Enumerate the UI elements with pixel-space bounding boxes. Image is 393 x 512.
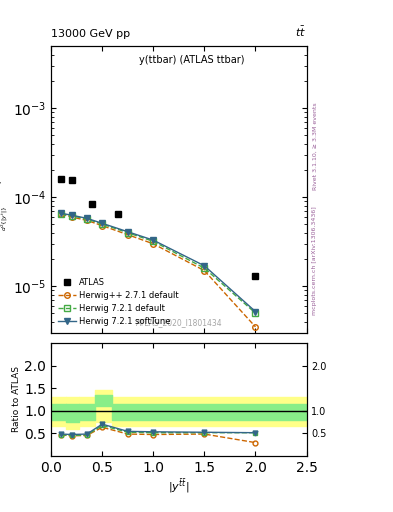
Herwig 7.2.1 default	[253, 310, 258, 316]
Herwig 7.2.1 softTune	[151, 237, 156, 243]
X-axis label: $|y^{\bar{t}\bar{t}}|$: $|y^{\bar{t}\bar{t}}|$	[168, 477, 189, 495]
ATLAS	[69, 177, 74, 183]
Text: $t\bar{t}$: $t\bar{t}$	[296, 25, 307, 39]
Herwig 7.2.1 default	[84, 216, 89, 222]
ATLAS	[115, 211, 120, 217]
Herwig++ 2.7.1 default	[253, 324, 258, 330]
Y-axis label: $\frac{d^2\sigma^{fid}}{d^2\{|y^{\bar{t}}|\}}\cdot m^{\bar{t}}$ [pb/GeV]: $\frac{d^2\sigma^{fid}}{d^2\{|y^{\bar{t}…	[0, 148, 11, 231]
Herwig 7.2.1 softTune	[253, 308, 258, 314]
Line: Herwig 7.2.1 softTune: Herwig 7.2.1 softTune	[59, 210, 258, 314]
ATLAS	[253, 273, 258, 279]
Herwig++ 2.7.1 default	[59, 211, 64, 217]
Herwig++ 2.7.1 default	[151, 241, 156, 247]
Herwig++ 2.7.1 default	[202, 268, 207, 274]
Herwig++ 2.7.1 default	[69, 214, 74, 220]
Herwig 7.2.1 softTune	[59, 210, 64, 217]
Herwig 7.2.1 softTune	[202, 263, 207, 269]
Herwig++ 2.7.1 default	[84, 217, 89, 223]
Herwig 7.2.1 softTune	[84, 215, 89, 221]
Herwig 7.2.1 softTune	[100, 220, 105, 226]
Line: Herwig 7.2.1 default: Herwig 7.2.1 default	[59, 211, 258, 316]
Legend: ATLAS, Herwig++ 2.7.1 default, Herwig 7.2.1 default, Herwig 7.2.1 softTune: ATLAS, Herwig++ 2.7.1 default, Herwig 7.…	[55, 275, 182, 329]
Herwig 7.2.1 softTune	[69, 212, 74, 218]
Herwig 7.2.1 default	[125, 229, 130, 236]
Text: Rivet 3.1.10, ≥ 3.3M events: Rivet 3.1.10, ≥ 3.3M events	[312, 102, 318, 190]
Text: y(ttbar) (ATLAS ttbar): y(ttbar) (ATLAS ttbar)	[139, 55, 244, 65]
Line: ATLAS: ATLAS	[58, 176, 259, 280]
Line: Herwig++ 2.7.1 default: Herwig++ 2.7.1 default	[59, 211, 258, 330]
ATLAS	[59, 176, 64, 182]
Herwig 7.2.1 default	[69, 212, 74, 219]
ATLAS	[90, 201, 94, 207]
Text: 13000 GeV pp: 13000 GeV pp	[51, 29, 130, 39]
Text: ATLAS_2020_I1801434: ATLAS_2020_I1801434	[136, 318, 222, 327]
Herwig 7.2.1 default	[151, 238, 156, 244]
Text: mcplots.cern.ch [arXiv:1306.3436]: mcplots.cern.ch [arXiv:1306.3436]	[312, 207, 318, 315]
Herwig 7.2.1 default	[59, 211, 64, 217]
Herwig 7.2.1 default	[202, 265, 207, 271]
Y-axis label: Ratio to ATLAS: Ratio to ATLAS	[13, 367, 22, 432]
Herwig 7.2.1 softTune	[125, 229, 130, 235]
Herwig 7.2.1 default	[100, 221, 105, 227]
Herwig++ 2.7.1 default	[125, 231, 130, 238]
Herwig++ 2.7.1 default	[100, 223, 105, 229]
